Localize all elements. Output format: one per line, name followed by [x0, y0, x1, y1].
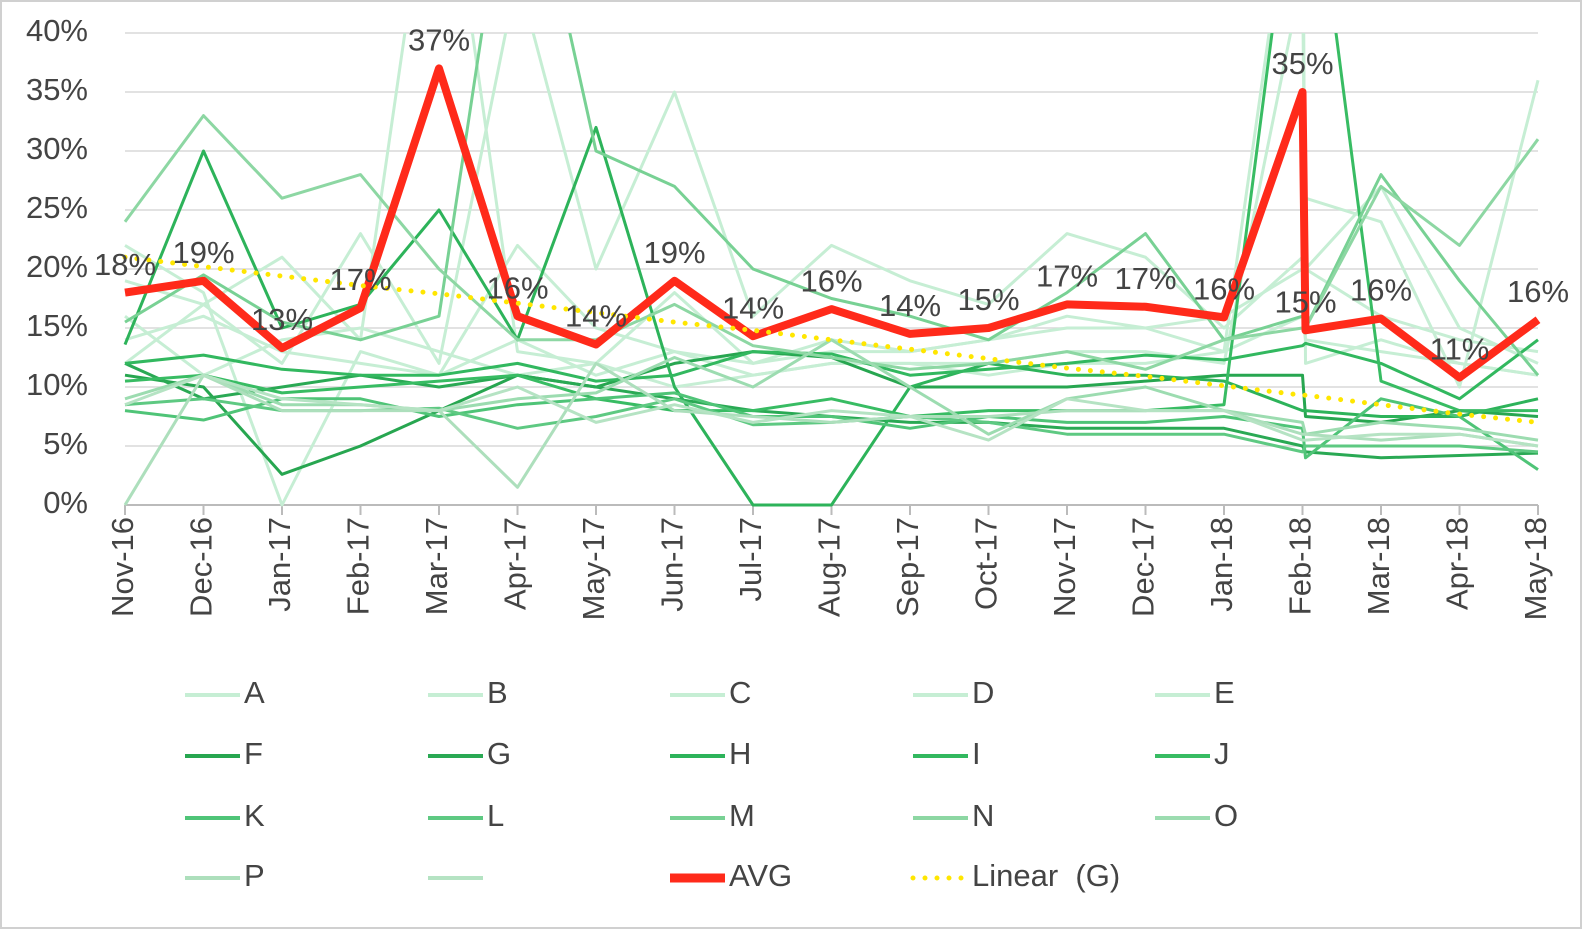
- x-tick-label: Nov-16: [105, 517, 140, 617]
- data-label: 19%: [643, 235, 705, 270]
- data-label: 15%: [957, 282, 1019, 317]
- y-tick-label: 10%: [26, 367, 88, 402]
- y-tick-label: 35%: [26, 72, 88, 107]
- x-tick-label: Apr-18: [1440, 517, 1475, 610]
- y-tick-label: 40%: [26, 13, 88, 48]
- series-line: [124, 64, 1541, 382]
- x-tick-label: May-18: [1518, 517, 1553, 620]
- legend-label: A: [244, 675, 265, 710]
- legend-label: E: [1214, 675, 1235, 710]
- x-tick-label: Aug-17: [812, 517, 847, 617]
- plot-area: [122, 33, 1541, 507]
- legend-label: Linear (G): [972, 858, 1120, 893]
- legend-label: O: [1214, 798, 1238, 833]
- x-tick-label: Sep-17: [890, 517, 925, 617]
- data-label: 16%: [486, 270, 548, 305]
- data-label: 16%: [1350, 273, 1412, 308]
- x-tick-label: Feb-17: [341, 517, 376, 615]
- y-tick-label: 15%: [26, 308, 88, 343]
- x-tick-label: Jul-17: [733, 517, 768, 601]
- y-tick-label: 25%: [26, 190, 88, 225]
- series-line: [124, 373, 1539, 448]
- legend-label: L: [487, 798, 504, 833]
- data-label: 17%: [1114, 261, 1176, 296]
- data-label: 14%: [722, 290, 784, 325]
- x-tick-label: Mar-18: [1361, 517, 1396, 615]
- x-tick-label: Dec-16: [184, 517, 219, 617]
- series-line: [124, 33, 1538, 418]
- y-tick-label: 30%: [26, 131, 88, 166]
- legend-label: G: [487, 736, 511, 771]
- legend-label: B: [487, 675, 508, 710]
- legend-label: J: [1214, 736, 1230, 771]
- x-tick-label: Apr-17: [498, 517, 533, 610]
- data-label: 11%: [1430, 332, 1490, 367]
- data-label: 14%: [879, 288, 941, 323]
- x-tick-label: Nov-17: [1047, 517, 1082, 617]
- legend-label: D: [972, 675, 994, 710]
- legend-label: C: [729, 675, 751, 710]
- data-label: 13%: [251, 302, 313, 337]
- series-line: [123, 361, 1539, 506]
- y-tick-label: 20%: [26, 249, 88, 284]
- legend-label: AVG: [729, 858, 792, 893]
- legend-label: H: [729, 736, 751, 771]
- data-label: 17%: [1036, 259, 1098, 294]
- x-tick-label: Dec-17: [1126, 517, 1161, 617]
- series-line: [124, 391, 1539, 471]
- legend-label: F: [244, 736, 263, 771]
- data-label: 14%: [565, 299, 627, 334]
- series-line: [122, 254, 1541, 425]
- x-tick-label: Jan-17: [262, 517, 297, 612]
- legend-label: N: [972, 798, 994, 833]
- data-label: 18%: [94, 247, 156, 282]
- legend-label: M: [729, 798, 755, 833]
- x-tick-label: Mar-17: [419, 517, 454, 615]
- data-label: 16%: [800, 263, 862, 298]
- x-tick-label: May-17: [576, 517, 611, 620]
- data-label: 16%: [1507, 274, 1569, 309]
- y-tick-label: 0%: [43, 485, 88, 520]
- y-tick-label: 5%: [43, 426, 88, 461]
- legend-label: K: [244, 798, 265, 833]
- data-label: 17%: [329, 262, 391, 297]
- legend-label: P: [244, 858, 265, 893]
- legend-label: I: [972, 736, 981, 771]
- data-label: 37%: [408, 23, 470, 58]
- data-label: 35%: [1271, 46, 1333, 81]
- data-label: 16%: [1193, 272, 1255, 307]
- x-tick-label: Feb-18: [1283, 517, 1318, 615]
- data-label: 19%: [172, 235, 234, 270]
- x-tick-label: Jun-17: [655, 517, 690, 612]
- x-tick-label: Jan-18: [1204, 517, 1239, 612]
- x-tick-label: Oct-17: [969, 517, 1004, 610]
- data-label: 15%: [1274, 285, 1336, 320]
